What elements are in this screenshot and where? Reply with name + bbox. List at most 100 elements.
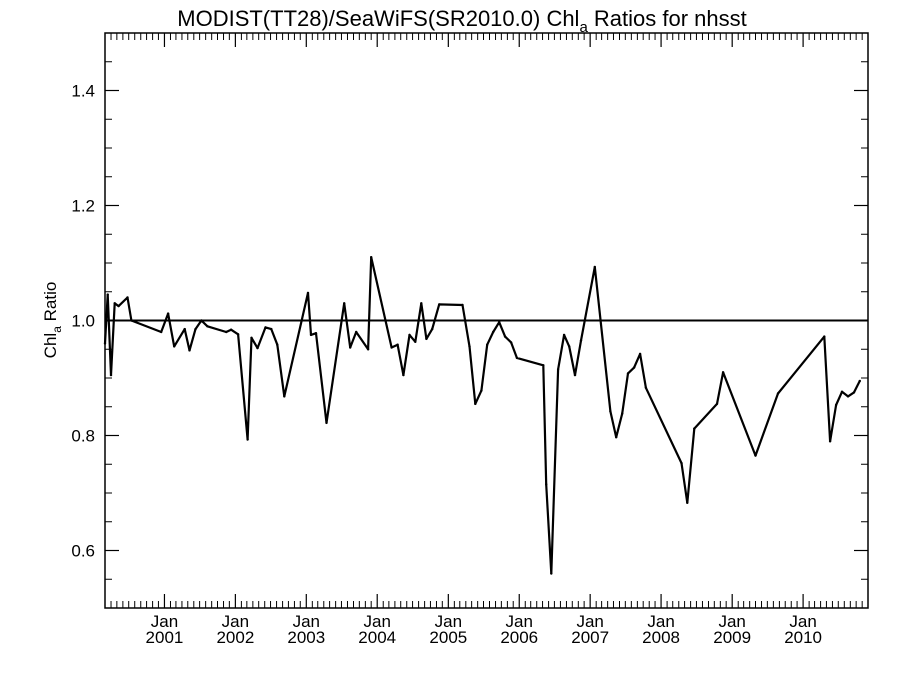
data-point — [160, 330, 163, 334]
x-tick-label-year: 2010 — [784, 628, 822, 647]
x-tick-label-year: 2009 — [713, 628, 751, 647]
data-point — [431, 327, 434, 331]
x-tick-label-month: Jan — [151, 612, 178, 631]
data-point — [834, 403, 838, 407]
data-point — [396, 343, 399, 346]
data-point — [420, 302, 423, 305]
data-point — [609, 410, 612, 413]
data-point — [246, 438, 249, 441]
x-tick-label-month: Jan — [363, 612, 390, 631]
data-point — [840, 390, 844, 393]
data-point — [461, 303, 464, 307]
data-point — [579, 339, 583, 342]
x-tick-label-year: 2008 — [642, 628, 680, 647]
data-point — [225, 330, 228, 334]
x-tick-label-month: Jan — [718, 612, 745, 631]
data-point — [632, 366, 636, 369]
y-axis-label: Chla Ratio — [41, 282, 64, 359]
data-point — [568, 345, 571, 348]
data-point — [250, 336, 253, 339]
y-tick-label: 1.2 — [71, 197, 95, 216]
data-point — [545, 483, 548, 486]
data-point — [828, 440, 832, 443]
data-point — [474, 402, 477, 406]
chart-title-prefix: MODIST(TT28)/SeaWiFS(SR2010.0) Chl — [177, 6, 579, 31]
y-axis-label-subscript: a — [50, 326, 64, 333]
data-point — [188, 349, 191, 352]
data-point — [503, 335, 507, 338]
data-point — [721, 371, 725, 374]
data-point — [343, 302, 346, 305]
data-point — [686, 501, 689, 504]
data-point — [355, 330, 358, 334]
data-point — [314, 332, 318, 335]
x-tick-label-month: Jan — [789, 612, 816, 631]
data-point — [236, 333, 240, 336]
ratio-series-line — [103, 256, 861, 575]
y-tick-label: 0.6 — [71, 542, 95, 561]
x-tick-label-month: Jan — [647, 612, 674, 631]
x-tick-label-month: Jan — [506, 612, 533, 631]
x-tick-label-month: Jan — [293, 612, 320, 631]
x-tick-label-year: 2004 — [358, 628, 396, 647]
data-point — [126, 296, 129, 299]
data-point — [194, 327, 197, 331]
y-tick-labels: 0.6 0.8 1.0 1.2 1.4 — [71, 82, 95, 561]
data-point — [173, 345, 176, 348]
x-tick-label-month: Jan — [435, 612, 462, 631]
data-point — [562, 333, 566, 337]
y-tick-label: 1.0 — [71, 312, 95, 331]
data-point — [200, 319, 203, 322]
data-point — [556, 368, 560, 371]
x-tick-label-year: 2002 — [216, 628, 254, 647]
x-tick-label-year: 2005 — [429, 628, 467, 647]
data-point — [276, 343, 279, 346]
data-point — [621, 412, 624, 415]
data-point — [509, 341, 513, 344]
data-point — [408, 333, 411, 337]
data-point — [117, 304, 120, 308]
data-point — [492, 330, 495, 334]
data-point — [480, 389, 483, 392]
data-point — [366, 348, 370, 351]
data-point — [166, 312, 170, 315]
data-point — [130, 319, 133, 322]
data-point — [283, 395, 286, 398]
x-tick-label-month: Jan — [576, 612, 603, 631]
data-point — [626, 372, 630, 375]
y-tick-label: 1.4 — [71, 82, 95, 101]
data-point — [644, 386, 648, 389]
data-point — [638, 352, 642, 356]
data-point — [402, 373, 405, 377]
data-point — [715, 402, 719, 406]
x-tick-label-month: Jan — [222, 612, 249, 631]
data-point — [486, 343, 489, 346]
data-point — [852, 391, 856, 394]
data-point — [776, 392, 780, 395]
data-point — [438, 303, 441, 306]
chart-title: MODIST(TT28)/SeaWiFS(SR2010.0) Chla Rati… — [177, 6, 747, 36]
data-point — [846, 395, 850, 398]
y-axis-label-prefix: Chl — [41, 333, 60, 359]
data-point — [550, 572, 553, 575]
data-point — [183, 327, 186, 331]
data-point — [390, 346, 393, 349]
data-point — [414, 340, 417, 343]
data-point — [109, 373, 113, 377]
data-point — [498, 321, 501, 324]
data-point — [264, 326, 267, 329]
data-point — [206, 325, 209, 328]
data-point — [858, 379, 861, 383]
data-point — [256, 346, 259, 350]
data-point — [309, 333, 313, 337]
data-point — [113, 302, 116, 305]
data-point — [306, 291, 310, 295]
data-point — [325, 421, 328, 425]
data-point — [615, 436, 618, 439]
ratio-series-points — [103, 256, 861, 575]
y-axis-label-suffix: Ratio — [41, 282, 60, 326]
x-tick-labels: Jan2001Jan2002Jan2003Jan2004Jan2005Jan20… — [146, 612, 822, 647]
data-point — [106, 293, 109, 296]
data-point — [693, 427, 696, 430]
